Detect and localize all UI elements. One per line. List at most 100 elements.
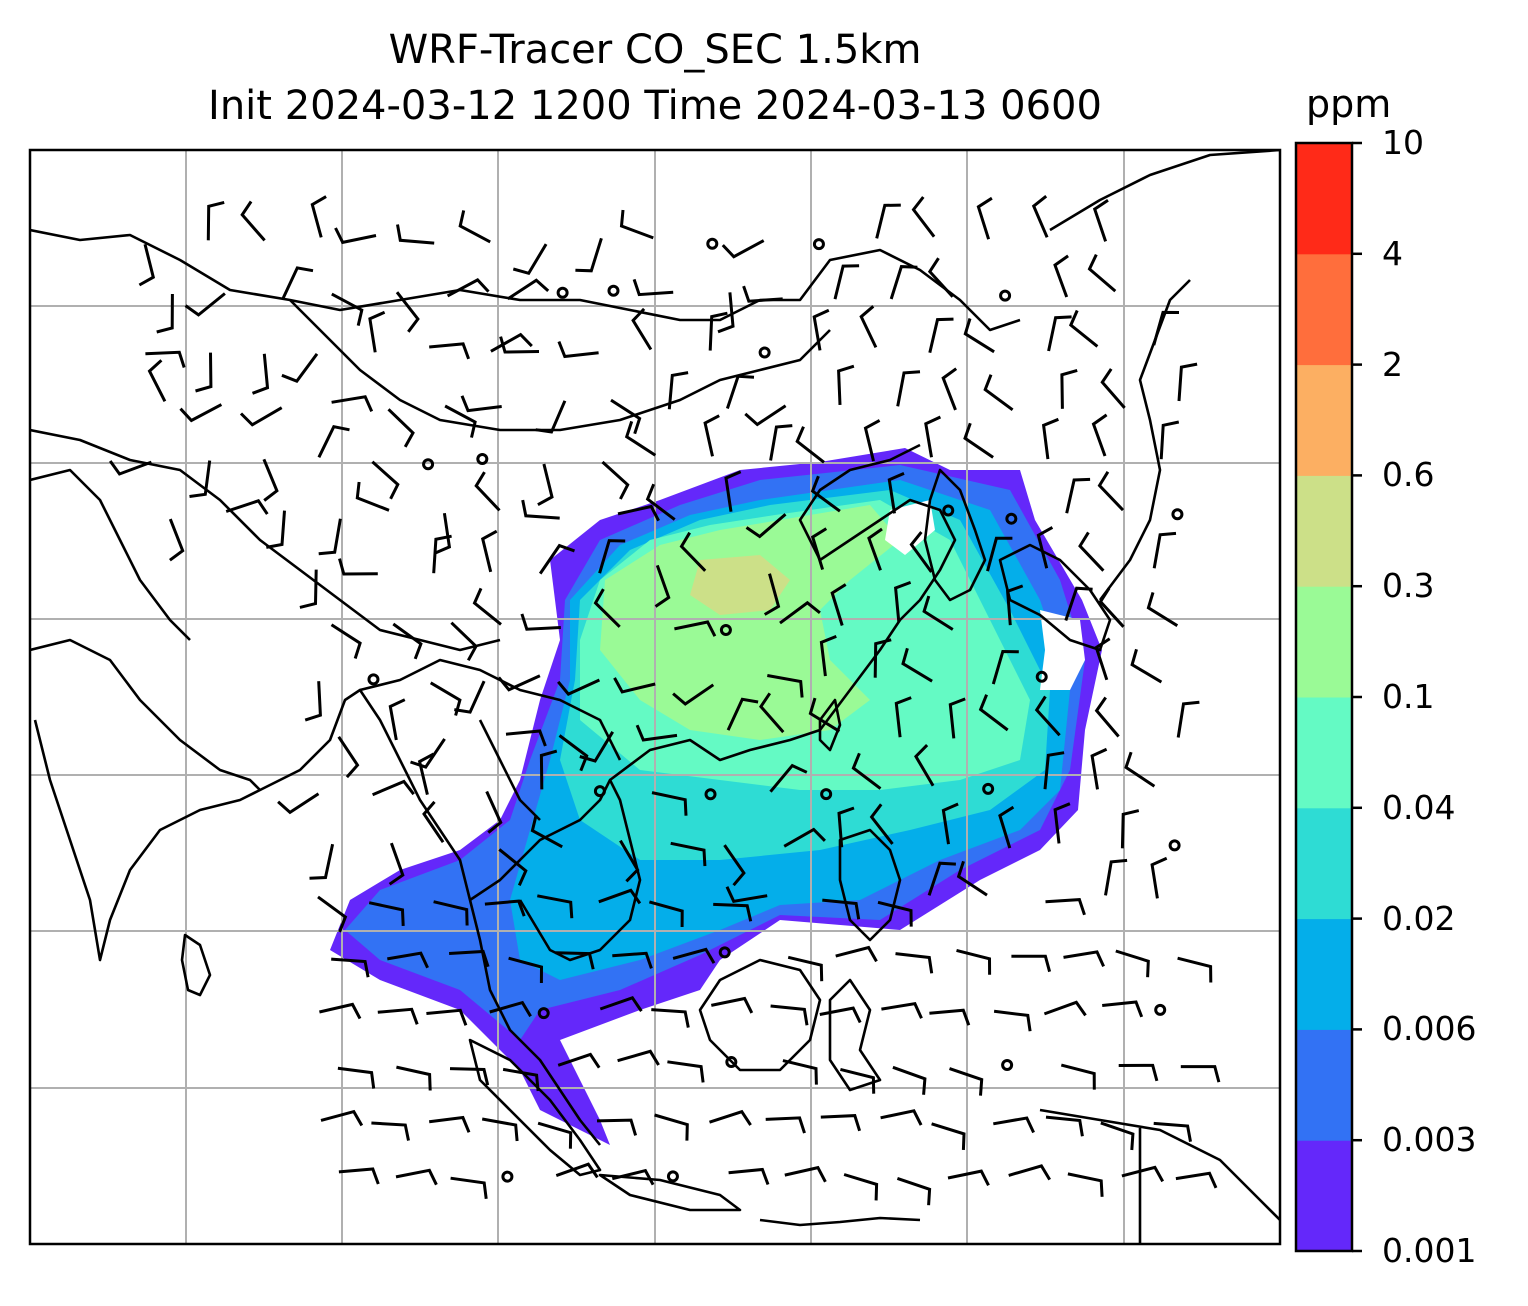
wind-barb (672, 683, 715, 706)
wind-barb (1060, 1063, 1096, 1090)
wind-barb (1045, 1115, 1084, 1137)
calm-wind-marker (820, 788, 833, 801)
wind-barbs (108, 195, 1221, 1206)
wind-barb (1152, 310, 1180, 346)
calm-wind-marker (812, 238, 825, 251)
wind-barb (1011, 954, 1052, 973)
wind-barb (156, 293, 174, 334)
wind-barb (422, 800, 445, 844)
calm-wind-marker (1168, 839, 1181, 852)
colorbar-segment (1296, 697, 1352, 809)
wind-barb (963, 318, 995, 354)
calm-wind-marker (1035, 670, 1048, 683)
colorbar-tick-label: 0.1 (1382, 677, 1435, 716)
wind-barb (498, 848, 528, 887)
wind-barb (206, 200, 225, 241)
wind-barb (767, 674, 804, 698)
gridlines (30, 150, 1280, 1244)
wind-barb (648, 900, 684, 928)
wind-barb (262, 458, 279, 502)
border-laos (478, 719, 541, 821)
wind-barb (667, 1060, 705, 1083)
wind-barb (1068, 309, 1099, 348)
wind-barb (1094, 696, 1120, 738)
wind-barb (485, 790, 503, 834)
wind-barb (851, 752, 882, 790)
wind-barb (709, 1109, 752, 1126)
wind-barb (613, 677, 656, 694)
wind-barb (506, 278, 550, 301)
wind-barb (1152, 531, 1177, 569)
colorbar-tick-label: 0.001 (1382, 1231, 1477, 1270)
colorbar-segment (1296, 253, 1352, 366)
wind-barb (978, 694, 1009, 732)
map-frame (28, 148, 1282, 1246)
wind-barb (873, 638, 892, 678)
wind-barb (837, 806, 855, 848)
wind-barb (598, 539, 626, 574)
wind-barb (812, 308, 830, 351)
wind-barb (1094, 637, 1111, 681)
wind-barb (1177, 956, 1213, 983)
wind-barb (619, 839, 640, 883)
wind-barb (927, 257, 954, 298)
wind-barb (1006, 584, 1024, 626)
wind-barb (895, 952, 934, 974)
colorbar-tick-label: 10 (1382, 123, 1424, 162)
wind-barb (723, 844, 746, 887)
wind-barb (575, 237, 603, 273)
colorbar-segment (1296, 1140, 1352, 1252)
wind-barb (512, 243, 548, 276)
wind-barb (557, 341, 599, 359)
wind-barb (703, 414, 720, 457)
wind-barb (537, 894, 574, 919)
wind-barb (388, 842, 405, 886)
wind-barb (368, 901, 405, 926)
wind-barb (612, 951, 653, 969)
wind-barb (1053, 802, 1071, 844)
colorbar-segment (1296, 143, 1352, 255)
wind-barb (610, 398, 642, 435)
calm-wind-marker (537, 1007, 550, 1020)
plume-gap-east (1040, 610, 1085, 690)
wind-barb (1064, 586, 1093, 621)
wind-barb (450, 621, 478, 662)
wind-barb (195, 352, 213, 393)
wind-barb (371, 1121, 410, 1141)
wind-barb (1120, 809, 1140, 849)
wind-barb (976, 196, 993, 240)
wind-barb (460, 395, 502, 413)
wind-barb (337, 1066, 376, 1089)
coastline-taiwan (818, 698, 842, 752)
wind-barb (484, 899, 526, 917)
wind-barb (1060, 368, 1078, 409)
plume-level-0.3 (690, 555, 790, 615)
wind-barb (535, 400, 567, 434)
wind-barb (138, 243, 156, 287)
wind-barb (956, 948, 992, 975)
wind-barb (745, 513, 787, 539)
wind-barb (1047, 315, 1072, 352)
wind-barb (896, 1176, 932, 1206)
wind-barb (819, 1006, 862, 1024)
border-india-china (30, 428, 501, 652)
wind-barb (724, 470, 742, 512)
calm-wind-marker (367, 673, 380, 686)
wind-barb (387, 408, 415, 448)
wind-barb (635, 724, 678, 742)
calm-wind-marker (1171, 508, 1184, 521)
wind-barb (331, 957, 370, 978)
colorbar-tick-label: 0.6 (1382, 455, 1435, 495)
wind-barb (1102, 1000, 1144, 1018)
wind-barb (434, 512, 452, 555)
wind-barb (330, 623, 362, 659)
wind-barb (446, 278, 490, 298)
wind-barb (1177, 362, 1198, 402)
wind-barb (1008, 1164, 1051, 1181)
wind-barb (579, 731, 614, 763)
wind-barb (338, 558, 378, 576)
wind-barb (725, 374, 755, 409)
wind-barb (317, 425, 350, 458)
wind-barb (1078, 531, 1105, 572)
